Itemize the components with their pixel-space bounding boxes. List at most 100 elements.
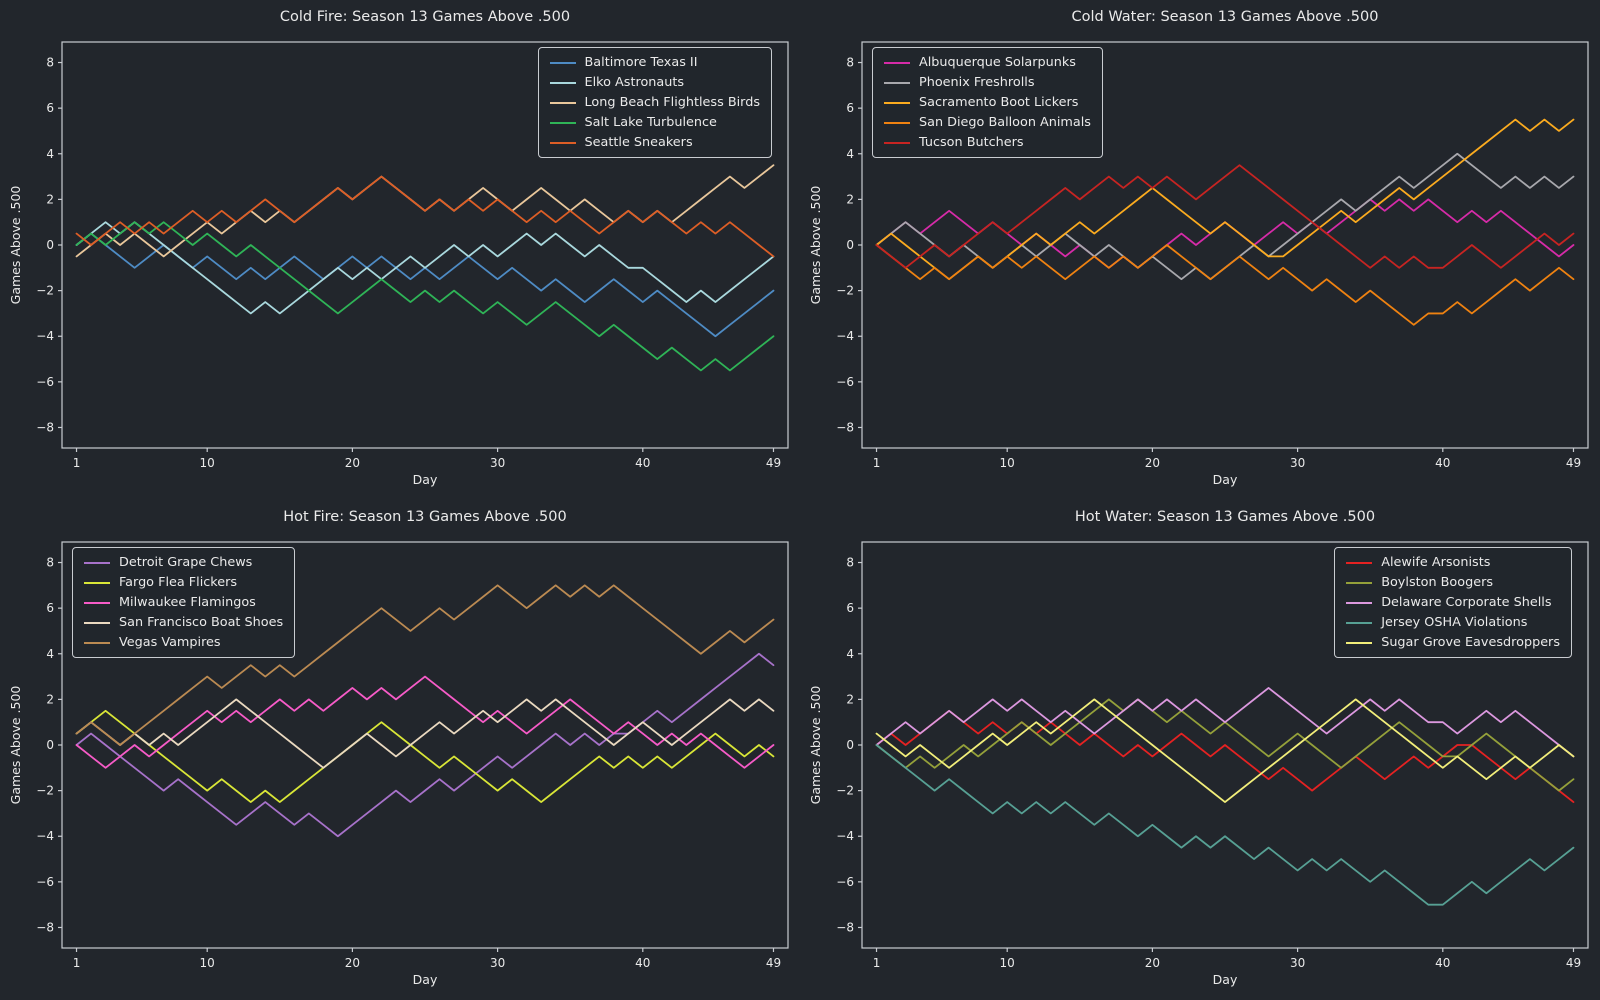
- legend-line-swatch: [884, 141, 910, 144]
- legend-item: Sugar Grove Eavesdroppers: [1346, 635, 1560, 650]
- series-line-phoenix-freshrolls: [875, 152, 1575, 281]
- legend-label: Jersey OSHA Violations: [1381, 615, 1528, 630]
- x-tick-label: 49: [766, 956, 781, 970]
- legend-label: San Diego Balloon Animals: [919, 115, 1091, 130]
- legend-label: Boylston Boogers: [1381, 575, 1493, 590]
- x-tick-label: 40: [635, 456, 650, 470]
- legend-line-swatch: [1346, 581, 1373, 584]
- y-tick-label: −6: [836, 875, 854, 889]
- y-tick-label: −4: [36, 329, 54, 343]
- legend-label: Seattle Sneakers: [584, 135, 693, 150]
- legend-item: San Diego Balloon Animals: [884, 115, 1091, 130]
- y-tick-label: 8: [46, 56, 54, 70]
- legend-line-swatch: [549, 101, 576, 104]
- legend-item: Jersey OSHA Violations: [1346, 615, 1560, 630]
- legend-item: Long Beach Flightless Birds: [549, 95, 760, 110]
- series-line-vegas-vampires: [75, 584, 775, 746]
- x-axis-label: Day: [1212, 472, 1238, 487]
- legend-item: San Francisco Boat Shoes: [84, 615, 283, 630]
- legend-line-swatch: [549, 61, 576, 64]
- panel-hot-water: Hot Water: Season 13 Games Above .500 Ga…: [800, 500, 1600, 1000]
- y-tick-label: 2: [846, 692, 854, 706]
- legend-item: Salt Lake Turbulence: [549, 115, 760, 130]
- legend-item: Albuquerque Solarpunks: [884, 55, 1091, 70]
- y-tick-label: 6: [846, 101, 854, 115]
- legend-hot-fire: Detroit Grape Chews Fargo Flea Flickers Mi…: [72, 547, 296, 658]
- y-tick-label: 8: [46, 556, 54, 570]
- y-tick-label: −4: [836, 829, 854, 843]
- legend-item: Seattle Sneakers: [549, 135, 760, 150]
- legend-label: Baltimore Texas II: [584, 55, 698, 70]
- x-tick-label: 40: [635, 956, 650, 970]
- y-tick-label: −6: [36, 875, 54, 889]
- x-tick-label: 20: [1145, 956, 1160, 970]
- legend-line-swatch: [884, 121, 910, 124]
- y-tick-label: −8: [836, 420, 854, 434]
- legend-label: Salt Lake Turbulence: [584, 115, 717, 130]
- legend-item: Baltimore Texas II: [549, 55, 760, 70]
- x-tick-label: 1: [73, 956, 81, 970]
- chart-title-hot-fire: Hot Fire: Season 13 Games Above .500: [283, 509, 567, 525]
- y-tick-label: −2: [36, 784, 54, 798]
- y-tick-label: −6: [836, 375, 854, 389]
- panel-cold-water: Cold Water: Season 13 Games Above .500 G…: [800, 0, 1600, 500]
- x-axis-label: Day: [412, 472, 438, 487]
- legend-label: Phoenix Freshrolls: [919, 75, 1035, 90]
- legend-cold-water: Albuquerque Solarpunks Phoenix Freshrolls…: [872, 47, 1103, 158]
- legend-item: Milwaukee Flamingos: [84, 595, 283, 610]
- legend-item: Fargo Flea Flickers: [84, 575, 283, 590]
- x-tick-label: 1: [73, 456, 81, 470]
- series-line-fargo-flea-flickers: [75, 709, 775, 803]
- x-tick-label: 30: [490, 456, 505, 470]
- y-tick-label: −8: [36, 920, 54, 934]
- legend-label: Delaware Corporate Shells: [1381, 595, 1552, 610]
- y-tick-label: 8: [846, 556, 854, 570]
- series-line-tucson-butchers: [875, 164, 1575, 269]
- x-tick-label: 20: [345, 456, 360, 470]
- legend-item: Alewife Arsonists: [1346, 555, 1560, 570]
- plot-cold-fire: −8 −6 −4 −2 0 2 4 6 8 1 10 20 30 40 49: [36, 41, 789, 470]
- x-tick-label: 30: [1290, 956, 1305, 970]
- legend-label: Sacramento Boot Lickers: [919, 95, 1079, 110]
- series-line-alewife-arsonists: [875, 709, 1575, 803]
- legend-label: Elko Astronauts: [584, 75, 685, 90]
- y-tick-label: 8: [846, 56, 854, 70]
- x-tick-label: 30: [1290, 456, 1305, 470]
- y-tick-label: −4: [836, 329, 854, 343]
- chart-title-cold-water: Cold Water: Season 13 Games Above .500: [1071, 9, 1379, 25]
- x-tick-label: 49: [1566, 456, 1581, 470]
- y-tick-label: −4: [36, 829, 54, 843]
- y-tick-label: −2: [836, 284, 854, 298]
- legend-line-swatch: [1346, 621, 1373, 624]
- x-tick-label: 40: [1435, 956, 1450, 970]
- x-tick-label: 1: [873, 956, 881, 970]
- legend-label: Sugar Grove Eavesdroppers: [1381, 635, 1560, 650]
- y-tick-label: −8: [36, 420, 54, 434]
- legend-line-swatch: [84, 641, 110, 644]
- y-tick-label: 0: [846, 238, 854, 252]
- x-tick-label: 49: [766, 456, 781, 470]
- x-tick-label: 10: [200, 456, 215, 470]
- legend-label: Alewife Arsonists: [1381, 555, 1491, 570]
- plot-hot-fire: −8 −6 −4 −2 0 2 4 6 8 1 10 20 30 40 49: [36, 541, 789, 970]
- series-line-milwaukee-flamingos: [75, 675, 775, 769]
- legend-line-swatch: [84, 601, 110, 604]
- x-tick-label: 30: [490, 956, 505, 970]
- series-line-san-francisco-boat-shoes: [75, 698, 775, 769]
- legend-item: Tucson Butchers: [884, 135, 1091, 150]
- y-tick-label: 0: [46, 738, 54, 752]
- legend-line-swatch: [884, 81, 910, 84]
- legend-line-swatch: [884, 101, 910, 104]
- series-line-elko-astronauts: [75, 221, 775, 315]
- x-axis-label: Day: [1212, 972, 1238, 987]
- y-tick-label: 2: [46, 692, 54, 706]
- legend-label: Fargo Flea Flickers: [119, 575, 238, 590]
- y-tick-label: 4: [46, 147, 54, 161]
- legend-line-swatch: [549, 81, 576, 84]
- series-line-delaware-corporate-shells: [875, 687, 1575, 758]
- series-line-sugar-grove-eavesdroppers: [875, 698, 1575, 803]
- x-tick-label: 20: [1145, 456, 1160, 470]
- legend-line-swatch: [84, 621, 110, 624]
- legend-line-swatch: [1346, 641, 1373, 644]
